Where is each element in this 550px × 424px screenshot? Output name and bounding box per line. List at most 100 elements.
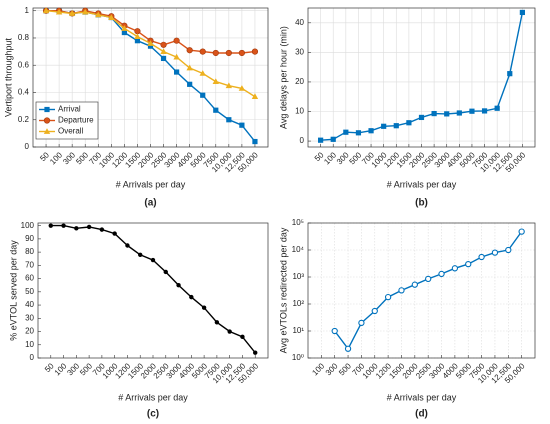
- y-tick-label: 0.6: [18, 60, 30, 69]
- y-tick-label: 0: [25, 142, 30, 151]
- marker: [112, 231, 117, 236]
- axes-frame: [307, 222, 536, 359]
- y-tick-label: 80: [25, 247, 34, 256]
- marker: [212, 78, 219, 84]
- marker: [108, 14, 115, 20]
- x-axis-label: # Arrivals per day: [118, 392, 188, 402]
- legend-label: Arrival: [58, 105, 81, 114]
- marker: [384, 293, 392, 301]
- y-tick-label: 10⁴: [292, 245, 305, 254]
- marker: [150, 257, 156, 263]
- marker: [74, 226, 79, 231]
- marker: [134, 38, 141, 44]
- marker: [505, 246, 512, 254]
- marker: [199, 48, 206, 55]
- y-tick-label: 0.8: [18, 33, 30, 42]
- axes-frame: [32, 7, 269, 148]
- marker: [225, 82, 233, 89]
- marker: [465, 260, 472, 268]
- marker: [225, 49, 232, 57]
- marker: [134, 33, 141, 40]
- marker: [138, 252, 143, 257]
- y-tick-label: 40: [25, 300, 34, 309]
- marker: [425, 275, 432, 283]
- marker: [240, 334, 245, 340]
- y-tick-label: 70: [25, 260, 34, 269]
- marker: [411, 281, 418, 288]
- marker: [507, 71, 513, 77]
- y-tick-label: 1: [25, 6, 30, 15]
- y-tick-label: 0: [30, 353, 35, 362]
- marker: [160, 55, 167, 62]
- marker: [160, 41, 167, 48]
- marker: [251, 48, 259, 55]
- marker: [125, 243, 130, 248]
- marker: [481, 108, 488, 114]
- marker: [406, 120, 412, 126]
- marker: [358, 319, 365, 327]
- marker: [343, 129, 349, 135]
- marker: [381, 123, 387, 129]
- marker: [160, 48, 167, 55]
- y-tick-label: 50: [25, 287, 34, 296]
- y-tick-label: 90: [25, 234, 34, 243]
- marker: [86, 224, 92, 230]
- marker: [214, 320, 220, 325]
- marker: [55, 8, 63, 15]
- marker: [121, 29, 127, 36]
- axes-frame: [307, 7, 536, 148]
- y-tick-label: 10⁵: [292, 218, 304, 227]
- marker: [186, 64, 193, 71]
- y-tick-label: 10³: [292, 272, 304, 281]
- marker: [134, 28, 141, 35]
- marker: [187, 81, 193, 87]
- x-axis-label: # Arrivals per day: [387, 179, 457, 189]
- y-tick-label: 0.4: [18, 88, 30, 97]
- marker: [331, 327, 338, 335]
- marker: [355, 130, 362, 136]
- marker: [173, 37, 180, 44]
- marker: [201, 305, 207, 310]
- marker: [519, 9, 525, 16]
- marker: [438, 270, 445, 278]
- y-tick-label: 30: [295, 47, 304, 56]
- marker: [393, 123, 399, 129]
- y-axis-label: % eVTOL served per day: [8, 240, 18, 341]
- marker: [174, 69, 180, 75]
- marker: [121, 25, 128, 31]
- marker: [239, 122, 245, 128]
- axes-frame: [37, 222, 269, 359]
- y-tick-label: 10²: [292, 299, 304, 308]
- marker: [518, 228, 525, 235]
- marker: [238, 85, 246, 91]
- marker: [213, 107, 219, 113]
- marker: [494, 105, 500, 111]
- marker: [431, 110, 437, 117]
- y-tick-label: 10¹: [292, 326, 304, 335]
- marker: [227, 329, 232, 334]
- marker: [61, 223, 66, 228]
- y-tick-label: 10: [25, 340, 34, 349]
- y-axis-label: Avg delays per hour (min): [278, 26, 288, 129]
- y-tick-label: 40: [295, 18, 304, 27]
- marker: [189, 294, 194, 300]
- marker: [444, 111, 450, 117]
- marker: [200, 92, 206, 98]
- marker: [173, 53, 180, 60]
- marker: [42, 7, 50, 14]
- marker: [418, 114, 425, 121]
- marker: [43, 117, 51, 124]
- marker: [176, 283, 181, 288]
- marker: [212, 49, 219, 57]
- marker: [469, 108, 475, 114]
- marker: [253, 350, 258, 355]
- marker: [82, 8, 89, 15]
- marker: [48, 223, 53, 228]
- marker: [226, 117, 232, 123]
- marker: [199, 70, 206, 76]
- marker: [451, 265, 459, 272]
- marker: [456, 110, 462, 116]
- caption: (d): [415, 409, 428, 420]
- marker: [344, 345, 352, 352]
